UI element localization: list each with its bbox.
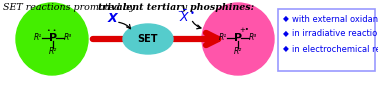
Text: X: X xyxy=(107,12,117,25)
Text: P: P xyxy=(49,33,57,43)
FancyBboxPatch shape xyxy=(278,9,375,71)
Text: with external oxidants: with external oxidants xyxy=(292,14,378,23)
Circle shape xyxy=(202,3,274,75)
Text: •: • xyxy=(189,9,194,18)
Text: R²: R² xyxy=(234,48,242,57)
Text: P: P xyxy=(234,33,242,43)
Text: R¹: R¹ xyxy=(34,33,42,42)
Text: ◆: ◆ xyxy=(283,44,289,54)
Text: R³: R³ xyxy=(64,33,72,42)
Text: trivalent tertiary phosphines:: trivalent tertiary phosphines: xyxy=(98,3,254,12)
Text: SET: SET xyxy=(138,34,158,44)
Text: in irradiative reactions: in irradiative reactions xyxy=(292,29,378,38)
Circle shape xyxy=(16,3,88,75)
Text: $\bar{X}$: $\bar{X}$ xyxy=(179,9,191,25)
Text: in electrochemical reactions: in electrochemical reactions xyxy=(292,44,378,54)
Text: −: − xyxy=(177,9,183,15)
Text: ◆: ◆ xyxy=(283,29,289,38)
Ellipse shape xyxy=(123,24,173,54)
Text: R³: R³ xyxy=(249,33,257,42)
Text: R¹: R¹ xyxy=(219,33,227,42)
Text: SET reactions promoted by: SET reactions promoted by xyxy=(3,3,138,12)
Text: R²: R² xyxy=(49,48,57,57)
Text: ◆: ◆ xyxy=(283,14,289,23)
Text: • •: • • xyxy=(47,27,57,32)
Text: +•: +• xyxy=(239,27,249,33)
